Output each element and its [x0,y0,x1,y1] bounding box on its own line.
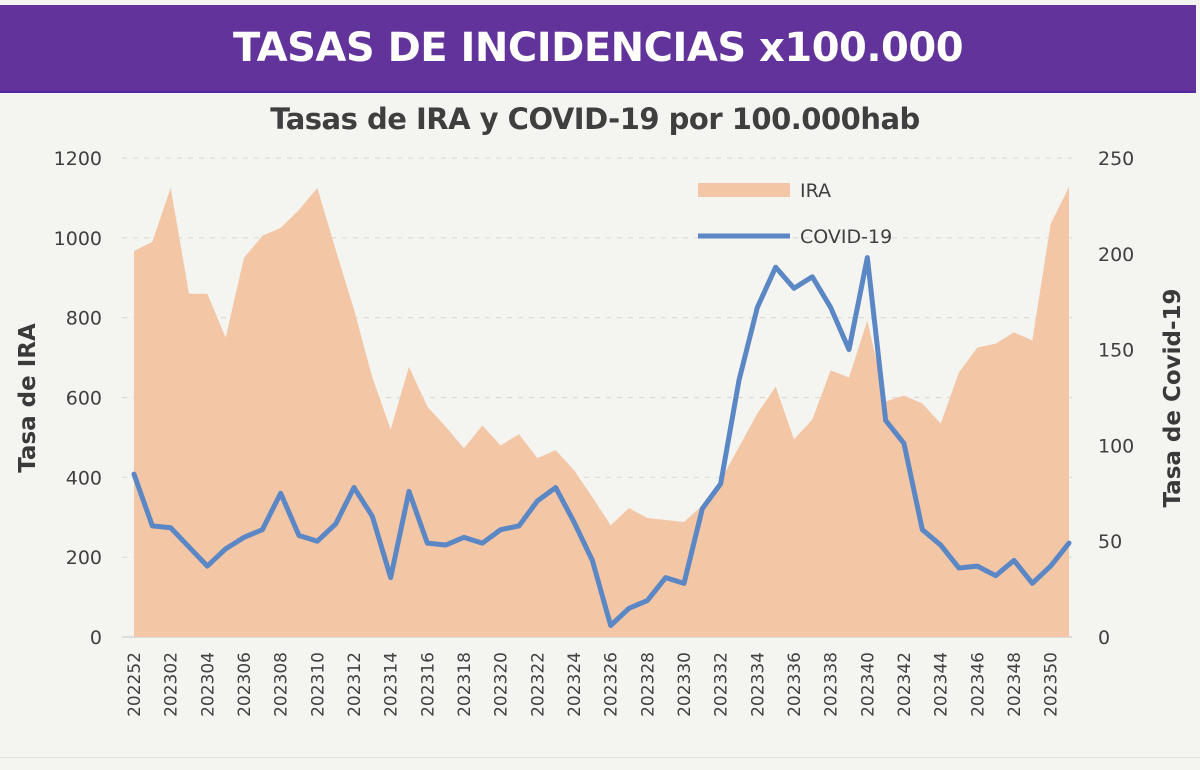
y-axis-left: 0 200 400 600 800 1000 1200 [54,148,102,649]
y-left-tick-label: 800 [66,308,102,330]
x-tick-label: 202306 [235,652,255,717]
y-left-tick-label: 1200 [54,148,102,170]
x-tick-label: 202340 [858,652,878,717]
x-tick-label: 202302 [162,652,182,717]
x-tick-label: 202330 [675,652,695,717]
y-left-tick-label: 200 [66,547,102,569]
x-axis: 202252 202302 202304 202306 202308 202310 2023… [125,652,1062,717]
legend-ira-swatch [698,183,790,197]
x-tick-label: 202344 [932,652,952,717]
covid-line [131,255,1072,629]
x-tick-label: 202332 [712,652,732,717]
y-axis-left-title: Tasa de IRA [15,323,41,473]
x-tick-label: 202338 [822,652,842,717]
legend-ira-label: IRA [800,180,831,202]
y-right-tick-label: 0 [1098,627,1110,649]
x-tick-label: 202342 [895,652,915,717]
y-left-tick-label: 400 [66,467,102,489]
x-tick-label: 202310 [308,652,328,717]
y-right-tick-label: 100 [1098,435,1134,457]
y-axis-right-title: Tasa de Covid-19 [1160,288,1186,507]
x-tick-label: 202252 [125,652,145,717]
x-tick-label: 202328 [638,652,658,717]
x-tick-label: 202348 [1005,652,1025,717]
x-tick-label: 202312 [345,652,365,717]
ira-area-layer [133,186,1070,638]
y-right-tick-label: 250 [1098,148,1134,170]
x-tick-label: 202324 [565,652,585,717]
x-tick-label: 202346 [968,652,988,717]
header-banner: TASAS DE INCIDENCIAS x100.000 [0,5,1196,93]
x-tick-label: 202350 [1042,652,1062,717]
x-tick-label: 202334 [748,652,768,717]
y-right-tick-label: 50 [1098,531,1122,553]
chart-title: Tasas de IRA y COVID-19 por 100.000hab [270,102,920,136]
banner-title: TASAS DE INCIDENCIAS x100.000 [232,25,964,71]
y-left-tick-label: 1000 [54,228,102,250]
bottom-divider [0,757,1200,758]
x-tick-label: 202314 [382,652,402,717]
x-tick-label: 202308 [272,652,292,717]
ira-area [134,186,1069,638]
x-tick-label: 202326 [602,652,622,717]
y-left-tick-label: 600 [66,388,102,410]
x-tick-label: 202316 [418,652,438,717]
x-tick-label: 202318 [455,652,475,717]
x-tick-label: 202320 [492,652,512,717]
x-tick-label: 202336 [785,652,805,717]
x-tick-label: 202322 [528,652,548,717]
y-axis-right: 0 50 100 150 200 250 [1098,148,1134,649]
y-left-tick-label: 0 [90,627,102,649]
covid-line-layer [131,255,1072,629]
legend-covid-label: COVID-19 [800,226,892,248]
x-tick-label: 202304 [198,652,218,717]
y-right-tick-label: 150 [1098,340,1134,362]
y-right-tick-label: 200 [1098,244,1134,266]
legend: IRA COVID-19 [698,180,892,248]
